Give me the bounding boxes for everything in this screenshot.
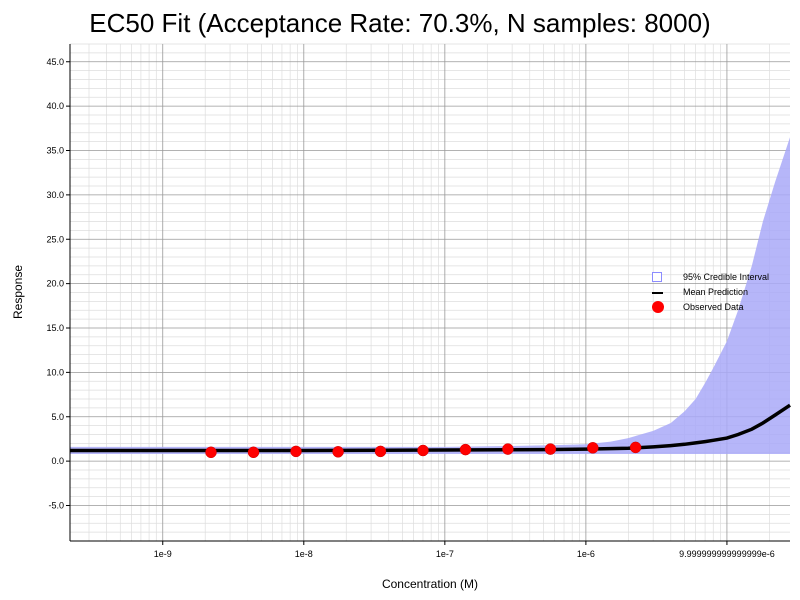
mean-prediction-line <box>70 403 791 453</box>
major-grid <box>70 44 790 541</box>
observed-data-point <box>417 444 429 457</box>
legend-label-mean-prediction: Mean Prediction <box>683 286 749 297</box>
legend-label-observed-data: Observed Data <box>683 301 744 312</box>
observed-data-point <box>544 443 557 455</box>
observed-data-swatch <box>650 300 670 313</box>
credible-interval-band <box>70 137 790 454</box>
minor-grid <box>70 43 790 542</box>
observed-data-point <box>205 446 217 459</box>
observed-data-point <box>374 445 387 458</box>
x-tick-labels: 1e-9 1e-8 1e-7 1e-6 9.999999999999999e-6 <box>154 549 775 559</box>
y-tick-label: 30.0 <box>46 190 64 200</box>
y-tick-label: 20.0 <box>46 279 64 289</box>
mean-prediction-layer <box>70 403 791 453</box>
legend: 95% Credible Interval Mean Prediction Ob… <box>650 269 790 314</box>
x-tick-label: 1e-9 <box>154 549 172 559</box>
observed-data-point <box>247 446 260 459</box>
x-axis-label: Concentration (M) <box>381 577 479 591</box>
y-tick-label: 0.0 <box>51 456 64 466</box>
observed-data-point <box>290 445 302 458</box>
x-tick-label: 9.999999999999999e-6 <box>679 549 775 559</box>
observed-data-point <box>502 443 514 455</box>
y-tick-label: 45.0 <box>46 57 64 67</box>
y-tick-label: 15.0 <box>46 323 64 333</box>
legend-label-credible-interval: 95% Credible Interval <box>683 271 770 282</box>
y-axis-label: Response <box>11 264 25 320</box>
observed-data-point <box>332 446 344 458</box>
y-tick-label: -5.0 <box>48 501 64 511</box>
legend-item-mean-prediction: Mean Prediction <box>650 284 790 299</box>
x-tick-label: 1e-7 <box>436 549 454 559</box>
credible-interval-layer <box>70 137 790 454</box>
axes <box>66 44 790 545</box>
y-tick-labels: -5.0 0.0 5.0 10.0 15.0 20.0 25.0 30.0 35.0 40.0 45… <box>46 57 64 511</box>
y-tick-label: 25.0 <box>46 234 64 244</box>
y-tick-label: 10.0 <box>46 367 64 377</box>
legend-item-credible-interval: 95% Credible Interval <box>650 269 790 284</box>
observed-data-point <box>587 442 599 454</box>
observed-data-layer <box>205 441 642 459</box>
x-tick-label: 1e-6 <box>577 549 595 559</box>
legend-item-observed-data: Observed Data <box>650 299 790 314</box>
y-tick-label: 35.0 <box>46 146 64 156</box>
observed-data-point <box>629 441 642 454</box>
observed-data-point <box>459 443 472 456</box>
y-tick-label: 5.0 <box>51 412 64 422</box>
chart-title: EC50 Fit (Acceptance Rate: 70.3%, N samp… <box>89 8 711 38</box>
y-tick-label: 40.0 <box>46 101 64 111</box>
mean-prediction-swatch <box>650 286 670 298</box>
x-tick-label: 1e-8 <box>295 549 313 559</box>
credible-interval-swatch <box>650 271 670 283</box>
